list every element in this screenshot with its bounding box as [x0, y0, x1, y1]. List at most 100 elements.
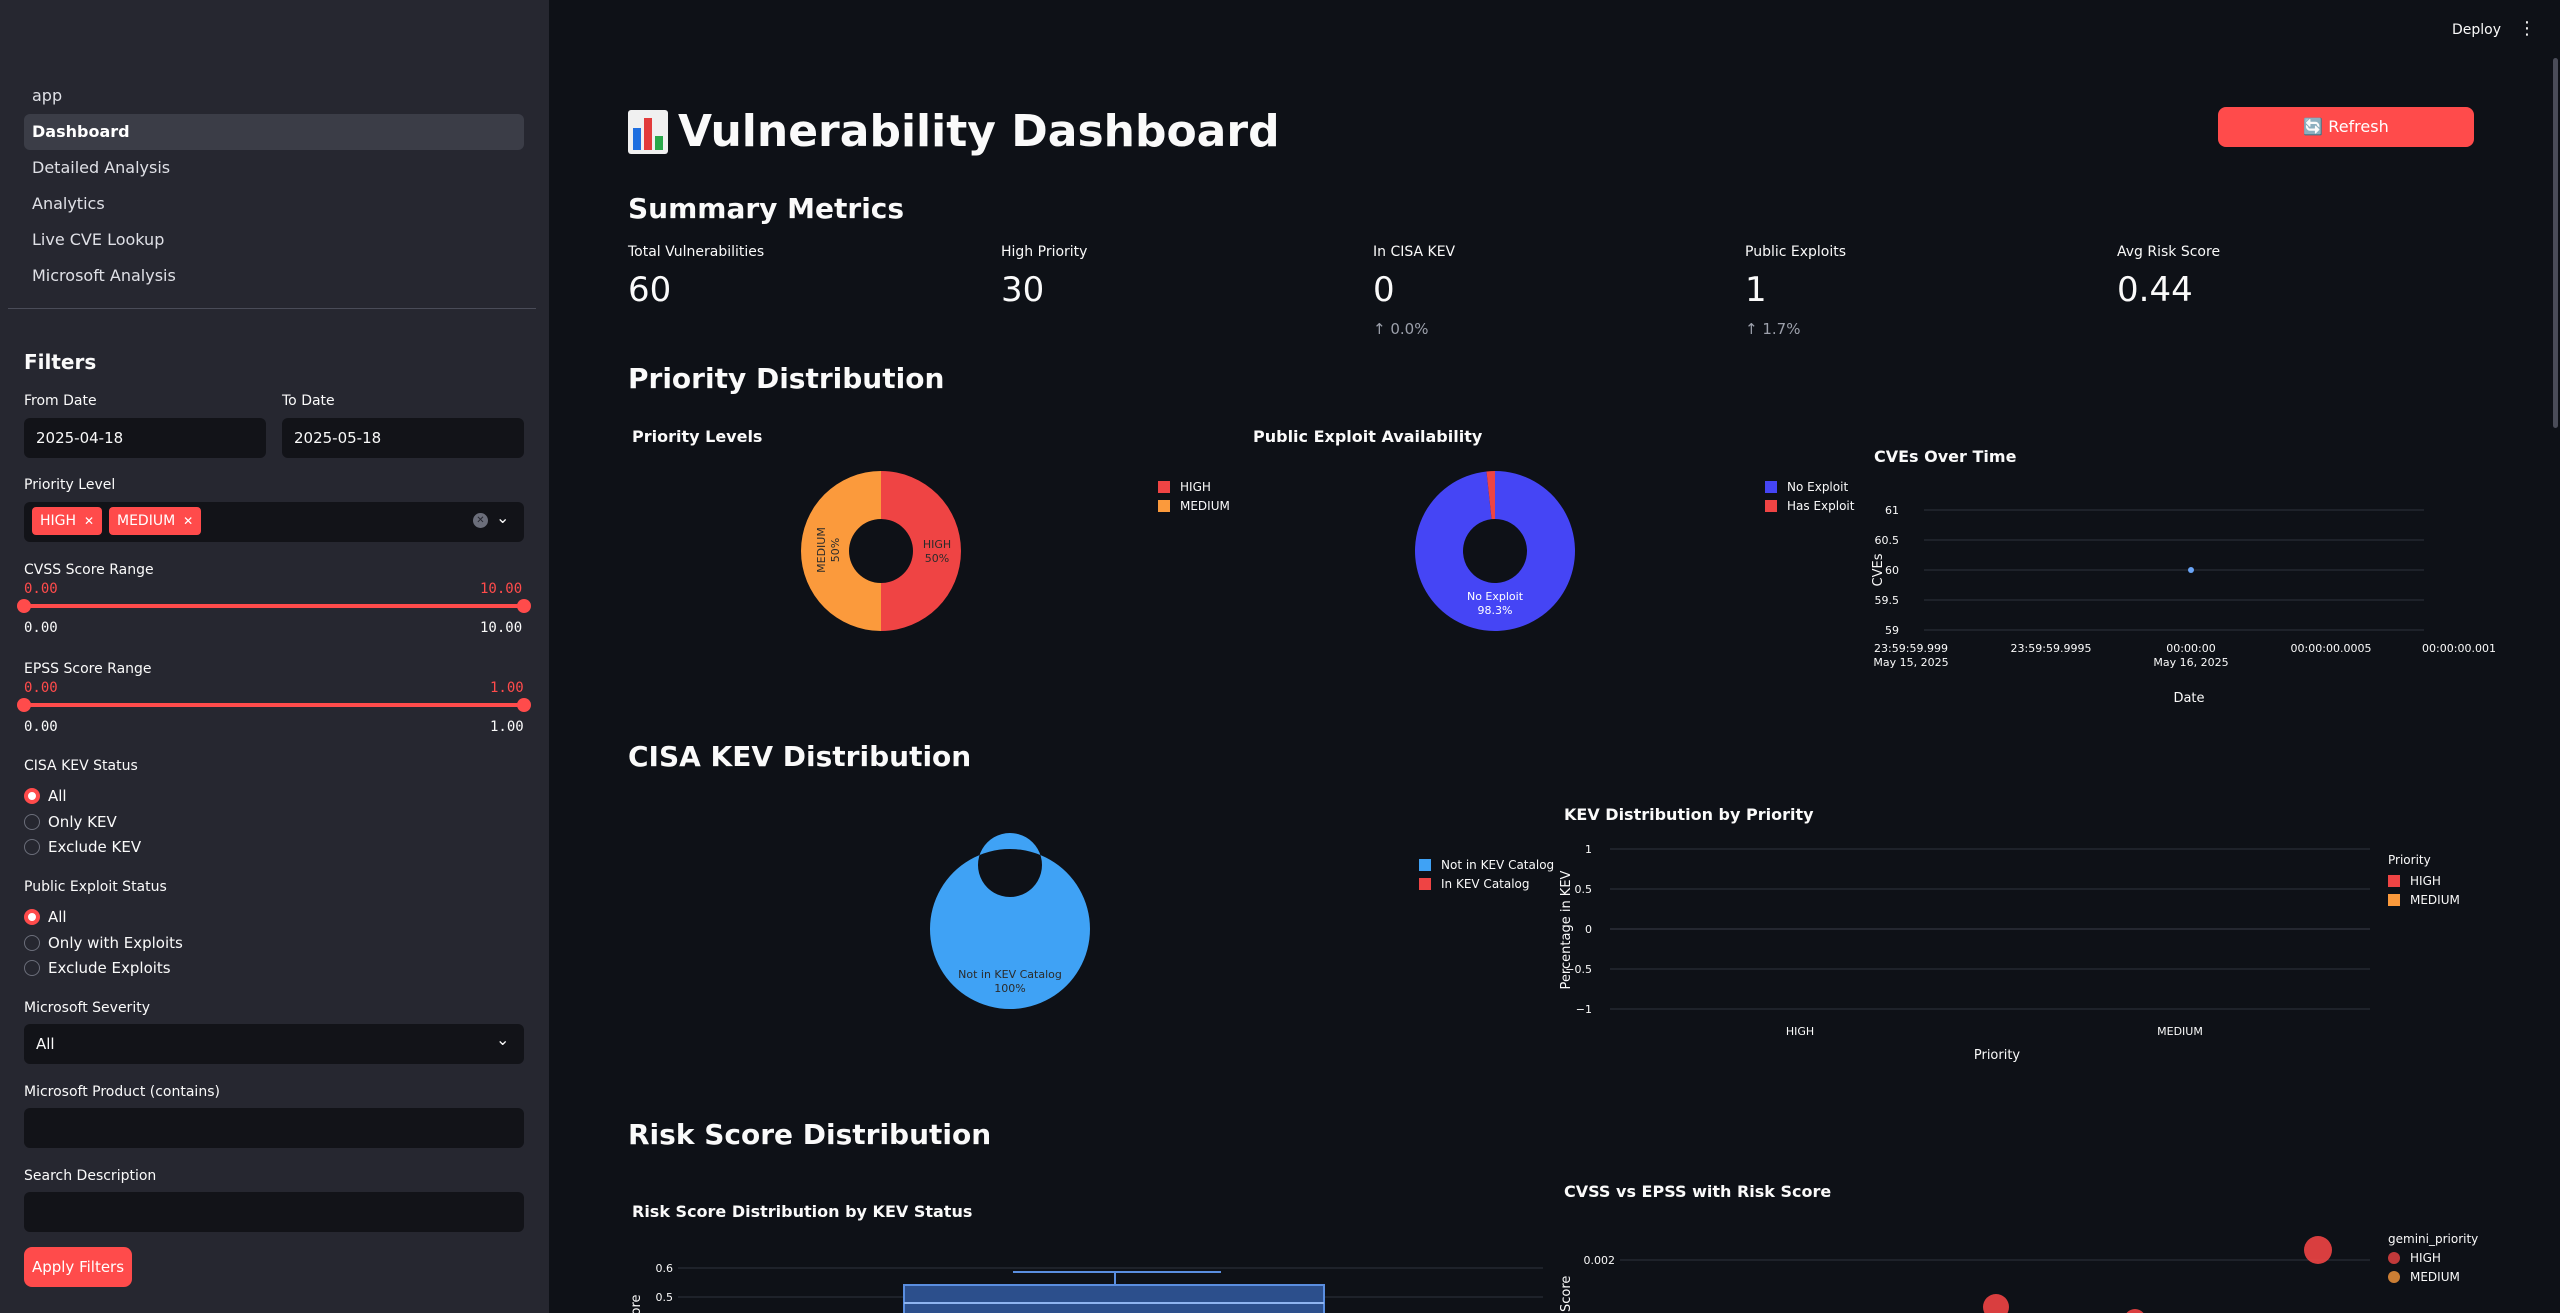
chevron-down-icon[interactable]: ⌄ [496, 1030, 510, 1049]
y-axis-label: ore [629, 1294, 644, 1313]
sidebar: app Dashboard Detailed Analysis Analytic… [0, 0, 549, 1313]
deploy-button[interactable]: Deploy [2452, 22, 2502, 38]
epss-low-value: 0.00 [24, 680, 58, 696]
vertical-ellipsis-icon[interactable]: ⋮ [2518, 18, 2536, 39]
slice-label: No Exploit 98.3% [1467, 590, 1524, 617]
nav-item-app[interactable]: app [32, 86, 63, 105]
priority-tag-high[interactable]: HIGH ✕ [32, 507, 103, 535]
pie-slice-has-exploit[interactable] [1486, 471, 1495, 520]
exploit-radio-only[interactable]: Only with Exploits [24, 932, 183, 954]
remove-tag-icon[interactable]: ✕ [183, 514, 194, 528]
epss-min-tick: 0.00 [24, 719, 58, 735]
legend-item-in-kev[interactable]: In KEV Catalog [1419, 874, 1554, 893]
scatter-point[interactable] [2124, 1309, 2146, 1313]
box[interactable] [903, 1284, 1325, 1313]
nav-item-microsoft-analysis[interactable]: Microsoft Analysis [32, 266, 176, 285]
scrollbar[interactable] [2553, 58, 2558, 428]
exploit-radio-all[interactable]: All [24, 906, 67, 928]
legend-item-high[interactable]: HIGH [1158, 477, 1230, 496]
priority-distribution-heading: Priority Distribution [628, 362, 945, 395]
legend-item-high[interactable]: HIGH [2388, 871, 2460, 890]
pie-slice-medium[interactable] [801, 471, 881, 631]
metric-in-cisa-kev: In CISA KEV 0 ↑ 0.0% [1373, 244, 1456, 338]
kev-by-priority-chart: 1 0.5 0 −0.5 −1 HIGH MEDIUM Priority Percentage … [1559, 843, 2370, 1063]
bar-chart-icon [628, 109, 668, 154]
metric-public-exploits: Public Exploits 1 ↑ 1.7% [1745, 244, 1847, 338]
y-tick-label: 0.5 [1575, 883, 1593, 896]
exploit-radio-exclude[interactable]: Exclude Exploits [24, 957, 171, 979]
legend-item-medium[interactable]: MEDIUM [2388, 1267, 2478, 1286]
y-axis-label: S Score [1559, 1276, 1574, 1313]
x-tick-label: MEDIUM [2157, 1025, 2203, 1038]
kev-radio-exclude[interactable]: Exclude KEV [24, 836, 141, 858]
x-tick-label: 00:00:00.0005 [2291, 642, 2372, 655]
x-tick-label: 00:00:00 May 16, 2025 [2153, 642, 2228, 669]
cvss-low-handle[interactable] [17, 599, 31, 613]
ms-severity-select[interactable]: All [24, 1024, 524, 1064]
x-axis-label: Priority [1974, 1048, 2021, 1063]
arrow-up-icon: ↑ [1373, 320, 1386, 338]
legend-item-medium[interactable]: MEDIUM [2388, 890, 2460, 909]
legend-item-no-exploit[interactable]: No Exploit [1765, 477, 1854, 496]
x-tick-label: 23:59:59.999 May 15, 2025 [1873, 642, 1948, 669]
scatter-point[interactable] [1983, 1294, 2009, 1313]
risk-score-heading: Risk Score Distribution [628, 1118, 992, 1151]
kev-radio-only[interactable]: Only KEV [24, 811, 117, 833]
metric-avg-risk-score: Avg Risk Score 0.44 [2117, 244, 2221, 310]
pie-slice-no-exploit[interactable] [1415, 471, 1575, 631]
priority-tag-medium[interactable]: MEDIUM ✕ [109, 507, 202, 535]
refresh-button[interactable]: 🔄 Refresh [2218, 107, 2474, 147]
chevron-down-icon[interactable]: ⌄ [496, 508, 510, 527]
legend-item-has-exploit[interactable]: Has Exploit [1765, 496, 1854, 515]
remove-tag-icon[interactable]: ✕ [84, 514, 95, 528]
cvss-slider-track[interactable] [24, 604, 524, 608]
ms-severity-label: Microsoft Severity [24, 1000, 150, 1016]
cvss-high-value: 10.00 [480, 581, 523, 597]
metric-total-vulnerabilities: Total Vulnerabilities 60 [628, 244, 765, 310]
cvss-range-label: CVSS Score Range [24, 562, 154, 578]
search-description-input[interactable] [24, 1192, 524, 1232]
cvss-high-handle[interactable] [517, 599, 531, 613]
x-axis-label: Date [2173, 691, 2204, 706]
scatter-point[interactable] [2304, 1236, 2332, 1264]
epss-slider-track[interactable] [24, 703, 524, 707]
legend-item-high[interactable]: HIGH [2388, 1248, 2478, 1267]
chart-title-kev-by-priority: KEV Distribution by Priority [1564, 805, 1814, 824]
chart-title-cves-over-time: CVEs Over Time [1874, 447, 2017, 466]
data-point[interactable] [2188, 567, 2194, 573]
epss-low-handle[interactable] [17, 698, 31, 712]
pie-slice-high[interactable] [881, 471, 961, 631]
to-date-input[interactable]: 2025-05-18 [282, 418, 524, 458]
ms-product-input[interactable] [24, 1108, 524, 1148]
y-tick-label: 61 [1885, 504, 1899, 517]
kev-legend: Not in KEV Catalog In KEV Catalog [1419, 855, 1554, 893]
sidebar-nav: app Dashboard Detailed Analysis Analytic… [24, 78, 524, 294]
nav-item-dashboard[interactable]: Dashboard [24, 114, 524, 150]
legend-item-medium[interactable]: MEDIUM [1158, 496, 1230, 515]
chart-title-cvss-vs-epss: CVSS vs EPSS with Risk Score [1564, 1182, 1832, 1201]
filters-title: Filters [24, 350, 97, 374]
nav-item-live-cve-lookup[interactable]: Live CVE Lookup [32, 230, 165, 249]
nav-item-analytics[interactable]: Analytics [32, 194, 105, 213]
pie-slice-not-in-kev-catalog[interactable] [929, 833, 1090, 1009]
nav-item-detailed-analysis[interactable]: Detailed Analysis [32, 158, 171, 177]
apply-filters-button[interactable]: Apply Filters [24, 1247, 132, 1287]
cvss-epss-legend: gemini_priority HIGH MEDIUM [2388, 1232, 2478, 1286]
from-date-input[interactable]: 2025-04-18 [24, 418, 266, 458]
risk-by-kev-chart: 0.6 0.5 ore [629, 1262, 1543, 1313]
legend-item-not-in-kev[interactable]: Not in KEV Catalog [1419, 855, 1554, 874]
radio-icon [24, 935, 40, 951]
public-exploit-pie: No Exploit 98.3% [1415, 471, 1575, 631]
x-tick-label: HIGH [1786, 1025, 1814, 1038]
y-tick-label: −1 [1576, 1003, 1592, 1016]
epss-max-tick: 1.00 [490, 719, 524, 735]
y-tick-label: 0.6 [656, 1262, 674, 1275]
epss-high-handle[interactable] [517, 698, 531, 712]
legend-title: Priority [2388, 853, 2431, 867]
clear-all-icon[interactable]: ✕ [473, 513, 488, 528]
kev-radio-all[interactable]: All [24, 785, 67, 807]
radio-icon [24, 960, 40, 976]
epss-high-value: 1.00 [490, 680, 524, 696]
priority-multiselect[interactable] [24, 502, 524, 542]
y-tick-label: −0.5 [1565, 963, 1592, 976]
